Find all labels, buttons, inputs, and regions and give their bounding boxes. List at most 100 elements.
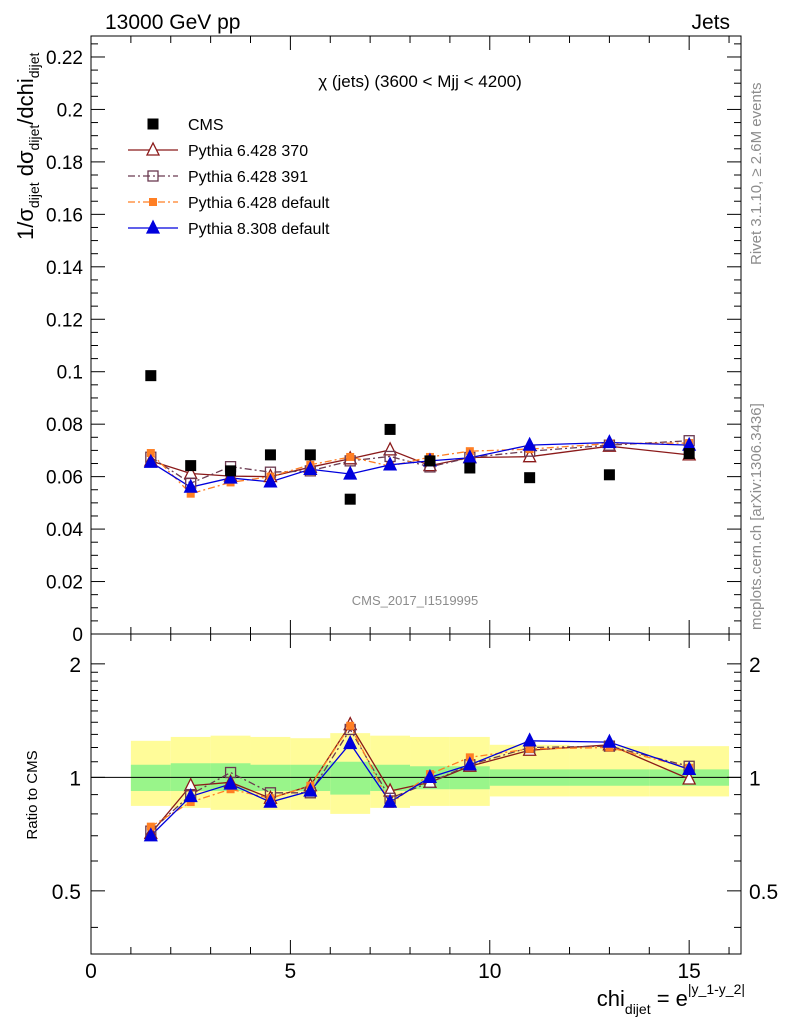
main-ytick-label: 0.22 <box>46 48 83 69</box>
main-series-point <box>143 453 158 468</box>
cms-data-point <box>424 455 436 467</box>
main-series-point <box>186 489 195 498</box>
main-ytick-label: 0.18 <box>46 153 83 174</box>
cms-data-point <box>603 469 615 481</box>
ratio-ytick-label-right: 2 <box>749 654 761 677</box>
ratio-ytick-label: 0.5 <box>52 881 81 904</box>
ylabel-sub2: dijet <box>26 125 42 151</box>
main-plot-area <box>91 36 741 634</box>
main-ytick-label: 0.08 <box>46 415 83 436</box>
cms-data-point <box>524 472 536 484</box>
legend-marker <box>145 219 161 234</box>
ratio-series-point <box>383 793 398 808</box>
ratio-series-point <box>682 770 697 785</box>
main-series-point <box>183 478 198 493</box>
main-series-point <box>343 465 358 480</box>
main-ytick-label: 0.16 <box>46 205 83 226</box>
main-ytick-label: 0.06 <box>46 468 83 489</box>
ratio-ytick-label-right: 1 <box>749 767 761 790</box>
ratio-xtick-label: 15 <box>677 960 700 983</box>
legend-marker <box>147 118 159 130</box>
main-axes: 0 0.02 0.04 0.06 0.08 0.1 0.12 0.14 0.16 0.18 0.2 0… <box>46 36 741 646</box>
ratio-series-point <box>682 760 697 776</box>
main-ytick-label: 0.04 <box>46 520 83 541</box>
main-series-point <box>383 456 398 471</box>
ratio-series-point <box>343 735 358 750</box>
ratio-xtick-label: 10 <box>478 960 501 983</box>
ylabel-mid: dσ <box>13 150 38 182</box>
ratio-series-point <box>522 732 537 747</box>
main-series-point <box>263 473 278 488</box>
main-y-axis-label: 1/σdijet dσdijet/dchidijet <box>13 52 42 240</box>
ratio-inner-band <box>130 764 171 792</box>
cms-data-point <box>304 449 316 461</box>
legend-label: CMS <box>188 117 224 134</box>
cms-data-point <box>264 449 276 461</box>
main-ytick-label: 0.02 <box>46 573 83 594</box>
ratio-ytick-label: 2 <box>69 654 81 677</box>
ylabel-sub1: dijet <box>26 182 42 208</box>
ratio-frame <box>90 633 742 955</box>
main-ytick-label: 0.2 <box>57 100 83 121</box>
ratio-series-point <box>303 782 318 797</box>
ratio-series-line <box>150 728 690 832</box>
ratio-xtick-label: 5 <box>285 960 297 983</box>
main-series-line <box>150 440 690 484</box>
ratio-xtick-label: 0 <box>85 960 97 983</box>
ratio-series-line <box>150 740 690 837</box>
main-series-point <box>522 436 537 451</box>
cms-data-point <box>225 465 237 477</box>
legend-label: Pythia 6.428 370 <box>188 143 308 160</box>
ratio-series-point <box>263 793 278 808</box>
ratio-series-point <box>223 775 238 790</box>
main-series-line <box>150 445 690 478</box>
mcplots-label: mcplots.cern.ch [arXiv:1306.3436] <box>748 403 765 630</box>
main-series-point <box>223 469 238 484</box>
main-ytick-label: 0.14 <box>46 258 83 279</box>
x-axis-label: chidijet = e|y_1-y_2| <box>597 981 745 1017</box>
cms-data-point <box>344 493 356 505</box>
ratio-series-point <box>525 744 534 753</box>
legend-marker <box>145 141 161 156</box>
ylabel-sub3: dijet <box>26 52 42 78</box>
legend: CMS Pythia 6.428 370 Pythia 6.428 391 Pythi… <box>128 117 330 238</box>
header-right: Jets <box>691 11 730 34</box>
legend-label: Pythia 6.428 391 <box>188 169 308 186</box>
ratio-y-axis-label: Ratio to CMS <box>24 750 41 839</box>
cms-data-point <box>464 462 476 474</box>
main-series-line <box>150 441 690 488</box>
main-ytick-label: 0.12 <box>46 310 83 331</box>
ratio-series-point <box>462 756 477 771</box>
rivet-label: Rivet 3.1.10, ≥ 2.6M events <box>748 83 765 266</box>
main-ytick-label: 0 <box>72 625 83 646</box>
plot-title: χ (jets) (3600 < Mjj < 4200) <box>318 72 522 91</box>
cms-data-point <box>145 370 157 382</box>
legend-label: Pythia 8.308 default <box>188 221 330 238</box>
ratio-series-point <box>422 768 438 784</box>
ratio-series-line <box>150 723 690 834</box>
main-series-point <box>602 434 617 449</box>
ratio-ytick-label-right: 0.5 <box>749 881 778 904</box>
ratio-axes: 0.5 0.5 1 1 2 2 0 5 10 15 <box>52 634 778 983</box>
legend-marker <box>149 198 157 206</box>
ratio-inner-band <box>250 764 291 792</box>
main-series-point <box>146 449 155 458</box>
ylabel-prefix: 1/σ <box>13 208 38 240</box>
watermark: CMS_2017_I1519995 <box>352 593 479 608</box>
cms-data-point <box>683 448 695 460</box>
ylabel-end: /dchi <box>13 78 38 124</box>
ratio-series-point <box>346 721 355 730</box>
xlabel-main: chi <box>597 986 625 1011</box>
ratio-series-point <box>146 822 155 831</box>
xlabel-sup: |y_1-y_2| <box>688 981 745 997</box>
cms-data-point <box>185 460 197 472</box>
main-series-line <box>150 442 690 495</box>
ratio-inner-band <box>330 761 371 795</box>
xlabel-eq: = e <box>651 986 688 1011</box>
main-series-layer <box>143 370 697 505</box>
ratio-panel: 0.5 0.5 1 1 2 2 0 5 10 15 Ratio to CMS chidijet =… <box>24 633 778 1017</box>
cms-data-point <box>384 423 396 435</box>
ratio-series-point <box>183 787 198 803</box>
header-left: 13000 GeV pp <box>105 11 240 34</box>
